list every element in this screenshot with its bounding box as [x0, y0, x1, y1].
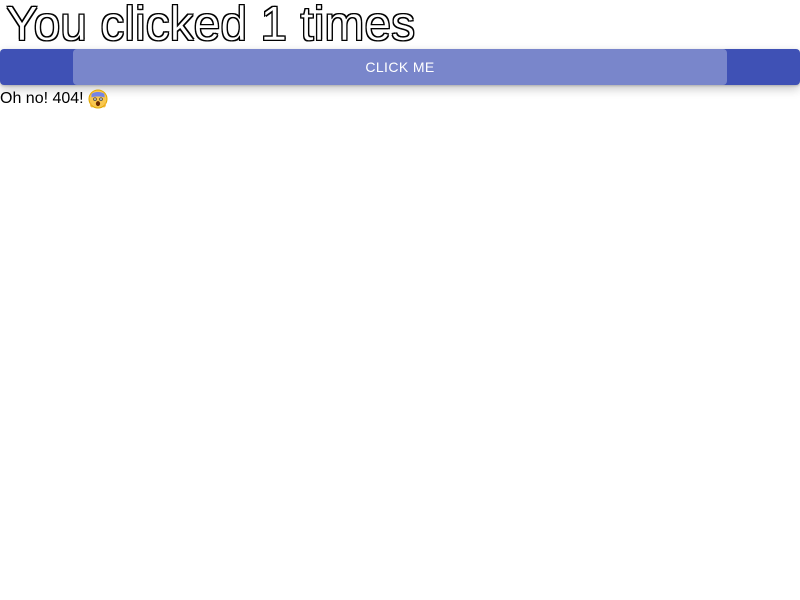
- click-count-heading: You clicked 1 times: [6, 0, 416, 51]
- click-me-button-label: Click me: [365, 59, 435, 75]
- button-ripple: [73, 49, 727, 85]
- status-message: Oh no! 404!: [0, 88, 108, 110]
- click-me-button[interactable]: Click me: [0, 49, 800, 85]
- status-text: Oh no! 404!: [0, 90, 84, 107]
- face-screaming-in-fear-icon: [88, 89, 108, 109]
